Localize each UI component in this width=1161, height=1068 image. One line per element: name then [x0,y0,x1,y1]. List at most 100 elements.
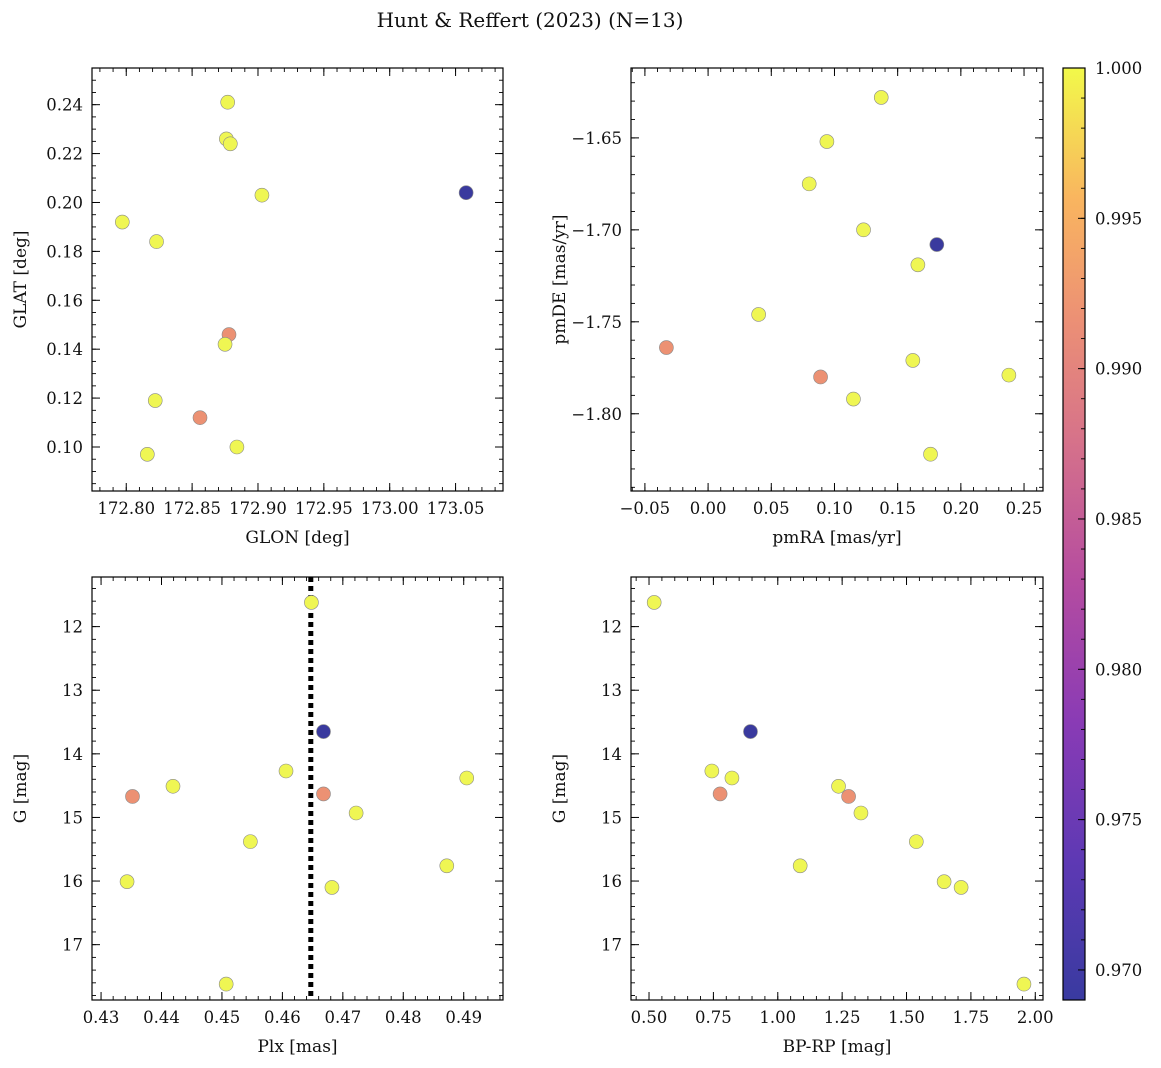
data-point [910,257,926,273]
y-tick-label: 15 [601,808,622,827]
colorbar-tick-labels: 0.970 0.975 0.980 0.985 0.990 0.995 1.000 [1095,59,1142,980]
data-point [147,393,163,408]
x-tick-label: 0.49 [445,1008,482,1027]
x-tick-label: 172.95 [295,499,353,518]
x-tick-label: 173.05 [427,499,485,518]
y-tick-label: −1.80 [571,405,622,424]
y-tick-label: −1.75 [571,313,622,332]
data-point [813,369,828,385]
y-tick-label: 0.10 [46,438,83,457]
x-axis-label: Plx [mas] [257,1037,337,1057]
data-points [119,595,475,992]
axes-frame [91,576,504,1001]
data-point [229,439,245,455]
data-point [905,353,921,368]
data-point [1001,367,1017,383]
data-point [841,789,856,804]
y-tick-label: 15 [62,808,83,827]
data-point [704,763,720,779]
x-tick-label: 0.50 [631,1008,668,1027]
x-tick-label: 1.50 [888,1008,925,1027]
data-point [936,874,952,889]
x-tick-label: 0.46 [264,1008,301,1027]
data-point [114,214,130,230]
x-tick-label: 0.43 [83,1008,120,1027]
x-tick-label: 1.25 [824,1008,861,1027]
colorbar-tick-label: 0.985 [1095,510,1142,529]
colorbar-tick-label: 0.970 [1095,961,1142,980]
y-tick-label: 0.22 [46,145,83,164]
y-tick-label: 14 [601,745,622,764]
y-tick-label: −1.70 [571,221,622,240]
y-tick-label: 13 [62,681,83,700]
x-tick-label: 172.90 [229,499,287,518]
x-tick-label: 0.47 [324,1008,361,1027]
y-tick-label: 16 [62,872,83,891]
x-tick-labels: 0.50 0.75 1.00 1.25 1.50 1.75 2.00 [631,1008,1054,1027]
y-tick-label: 0.24 [46,96,83,115]
y-tick-label: 17 [601,936,622,955]
y-tick-labels: −1.65 −1.70 −1.75 −1.80 [571,129,622,424]
data-point [458,185,474,200]
x-tick-label: −0.05 [620,499,671,518]
data-point [923,446,938,462]
data-point [909,834,924,849]
data-point [316,724,331,739]
x-tick-label: 0.48 [385,1008,422,1027]
y-tick-label: 0.18 [46,242,83,261]
data-point [348,805,364,821]
data-point [149,234,164,249]
data-point [316,786,331,802]
axes-frame [91,67,504,492]
data-point [743,724,758,739]
y-tick-label: −1.65 [571,129,622,148]
x-tick-label: 0.00 [690,499,727,518]
colorbar-tick-label: 0.995 [1095,209,1142,228]
x-axis-label: GLON [deg] [245,528,349,548]
x-tick-label: 0.44 [143,1008,180,1027]
axes-frame [630,67,1044,492]
x-tick-label: 173.00 [361,499,419,518]
colorbar-gradient [1062,67,1086,1001]
x-axis-label: BP-RP [mag] [783,1037,892,1057]
data-point [659,340,674,355]
colorbar-tick-label: 0.990 [1095,360,1142,379]
x-tick-label: 0.45 [204,1008,241,1027]
y-axis-label: G [mag] [550,754,570,823]
panel-parallax-magnitude: 0.43 0.44 0.45 0.46 0.47 0.48 0.49 12131415161… [11,576,504,1057]
x-tick-labels: 0.43 0.44 0.45 0.46 0.47 0.48 0.49 [83,1008,482,1027]
y-tick-labels: 0.10 0.12 0.14 0.16 0.18 0.20 0.22 0.24 [46,96,83,457]
data-point [119,874,135,889]
axes-frame [630,576,1044,1001]
data-point [140,447,155,462]
data-point [873,90,889,105]
data-point [953,880,969,895]
y-tick-label: 0.20 [46,193,83,212]
colorbar: 0.970 0.975 0.980 0.985 0.990 0.995 1.000 [1062,59,1142,1001]
data-point [324,880,340,895]
panel-color-magnitude: 0.50 0.75 1.00 1.25 1.50 1.75 2.00 12131415161… [550,576,1054,1057]
y-tick-label: 16 [601,872,622,891]
data-point [724,770,740,786]
y-tick-labels: 12 13 14 15 16 17 [601,618,622,955]
tick-marks [631,68,1043,491]
x-tick-labels: 172.80 172.85 172.90 172.95 173.00 173.05 [97,499,484,518]
data-point [192,410,208,425]
x-tick-label: 0.75 [695,1008,732,1027]
panel-glon-glat: 172.80 172.85 172.90 172.95 173.00 173.05 0.1… [11,67,504,548]
data-point [165,778,181,794]
data-point [220,94,235,110]
data-point [304,595,319,610]
y-tick-label: 12 [62,618,83,637]
y-tick-labels: 12 13 14 15 16 17 [62,618,83,955]
axes-box [630,67,1044,492]
x-axis-label: pmRA [mas/yr] [772,528,901,548]
x-tick-label: 1.75 [953,1008,990,1027]
data-point [712,786,728,802]
data-point [278,763,294,779]
data-point [801,176,817,192]
colorbar-tick-label: 0.980 [1095,660,1142,679]
x-tick-label: 2.00 [1017,1008,1054,1027]
tick-marks [92,67,503,491]
axes-box [91,67,504,492]
